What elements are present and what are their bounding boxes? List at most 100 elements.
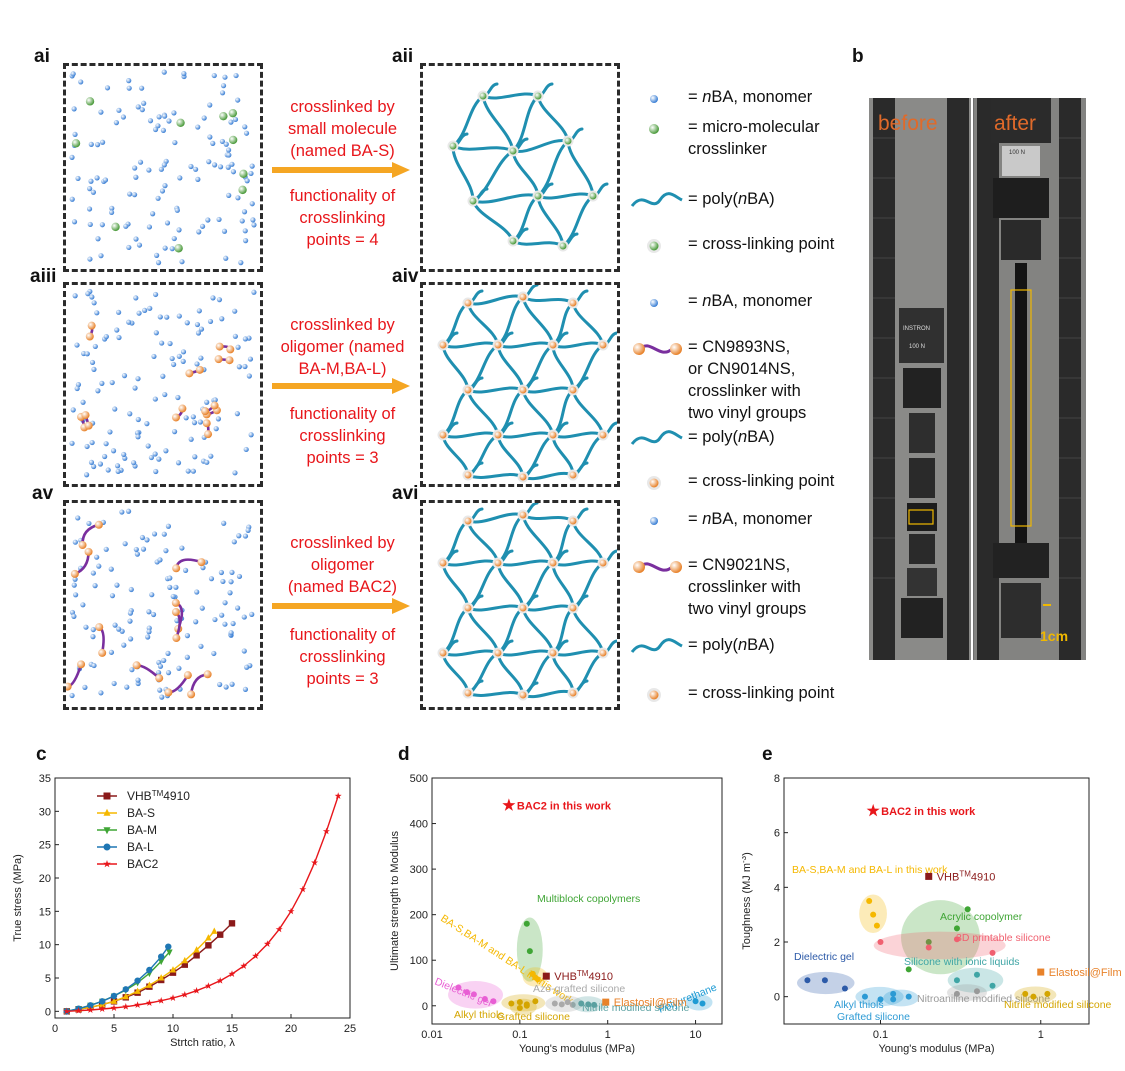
group-label: Alkyl thiols xyxy=(834,999,884,1011)
legend-text: = micro-molecular crosslinker xyxy=(688,116,820,160)
monomer-dot xyxy=(171,110,177,116)
monomer-dot xyxy=(113,120,120,126)
polymer-chain xyxy=(521,606,555,655)
monomer-dot xyxy=(87,186,93,192)
vinyl-end-dot xyxy=(201,407,210,416)
data-point xyxy=(157,997,165,1004)
monomer-dot xyxy=(161,657,167,664)
monomer-dot xyxy=(194,589,200,595)
monomer-dot xyxy=(120,114,127,120)
monomer-dot xyxy=(248,170,254,177)
row1-desc-line: crosslinked by xyxy=(290,98,395,116)
monomer-dot xyxy=(208,576,215,582)
polymer-chain xyxy=(630,192,683,208)
monomer-dot xyxy=(126,319,132,325)
monomer-dot xyxy=(239,218,245,224)
monomer-dot xyxy=(235,605,241,611)
monomer-dot xyxy=(108,649,115,655)
network-box-avi xyxy=(420,500,620,710)
panel-label-aiv: aiv xyxy=(392,266,419,287)
data-point xyxy=(122,1003,130,1010)
crosslink-point xyxy=(549,649,557,657)
polymer-chain xyxy=(496,606,525,655)
monomer-dot xyxy=(114,327,120,333)
monomer-dot xyxy=(103,546,109,552)
monomer-dot xyxy=(180,349,187,355)
monomer-dot xyxy=(103,441,109,447)
monomer-dot xyxy=(191,420,198,426)
polymer-chain xyxy=(521,386,575,394)
monomer-dot xyxy=(92,343,98,350)
monomer-dot xyxy=(211,72,217,79)
data-point xyxy=(1037,968,1045,976)
monomer-dot xyxy=(70,407,76,413)
polymer-chain xyxy=(466,519,500,565)
monomer-dot xyxy=(218,569,224,576)
vinyl-end-dot xyxy=(178,404,187,413)
monomer-dot xyxy=(236,533,242,539)
monomer-dot xyxy=(236,364,242,370)
polymer-chain xyxy=(521,690,575,698)
polymer-chain xyxy=(471,193,540,204)
row2-description: crosslinked by oligomer (named BA-M,BA-L… xyxy=(250,314,435,380)
monomer-dot xyxy=(230,620,236,627)
monomer-dot xyxy=(242,238,249,244)
monomer-dot xyxy=(175,460,182,466)
data-point xyxy=(953,936,960,943)
monomer-dot xyxy=(146,609,152,615)
x-tick-label: 25 xyxy=(344,1023,356,1035)
polymer-chain xyxy=(451,144,475,203)
monomer-dot xyxy=(166,118,172,124)
row3-desc-line: crosslinked by xyxy=(290,534,395,552)
data-point xyxy=(228,920,236,927)
group-label: Grafted silicone xyxy=(497,1011,570,1023)
monomer-dot xyxy=(238,260,244,266)
monomer-dot xyxy=(242,686,249,692)
data-point xyxy=(578,1000,585,1007)
row1-func-line: crosslinking xyxy=(299,209,386,227)
data-point xyxy=(591,1001,598,1008)
crosslink-point xyxy=(494,341,502,349)
data-point xyxy=(181,961,188,968)
row3-func-line: crosslinking xyxy=(299,648,386,666)
panel-label-avi: avi xyxy=(392,483,419,504)
vinyl-end-dot xyxy=(226,345,235,354)
data-point xyxy=(169,994,177,1001)
monomer-dot xyxy=(112,406,118,412)
data-point xyxy=(502,798,516,811)
monomer-dot xyxy=(98,253,104,259)
monomer-dot xyxy=(219,316,225,322)
polymer-chain xyxy=(466,388,500,437)
monomer-dot xyxy=(135,104,141,110)
crosslink-point xyxy=(564,137,572,145)
monomer-dot xyxy=(159,694,165,700)
monomer-dot xyxy=(235,344,241,350)
crosslink-point xyxy=(494,431,502,439)
monomer-dot xyxy=(243,130,250,136)
monomer-dot xyxy=(171,361,177,368)
x-tick-label: 1 xyxy=(605,1029,611,1041)
data-point xyxy=(804,977,811,984)
crosslink-point xyxy=(569,604,577,612)
monomer-dot xyxy=(127,618,133,624)
group-label: Azo-grafted silicone xyxy=(533,983,625,995)
legend-text-line: = CN9893NS, xyxy=(688,338,791,356)
monomer-dot xyxy=(91,300,97,306)
monomer-dot xyxy=(84,472,90,478)
monomer-dot xyxy=(91,366,97,372)
data-point xyxy=(542,972,550,980)
legend-text: = CN9021NS, crosslinker with two vinyl gro… xyxy=(688,554,806,620)
crosslink-point xyxy=(464,517,472,525)
y-tick-label: 0 xyxy=(774,992,780,1004)
monomer-dot xyxy=(116,334,122,341)
polymer-chain xyxy=(551,301,575,347)
panel-label-b: b xyxy=(852,46,864,67)
data-point xyxy=(205,942,212,949)
vinyl-end-dot xyxy=(164,688,173,697)
data-point xyxy=(508,1000,515,1007)
monomer-dot xyxy=(142,307,148,313)
legend-text: = cross-linking point xyxy=(688,684,835,702)
monomer-dot xyxy=(223,141,229,147)
data-point xyxy=(877,939,884,945)
data-point xyxy=(134,977,141,984)
